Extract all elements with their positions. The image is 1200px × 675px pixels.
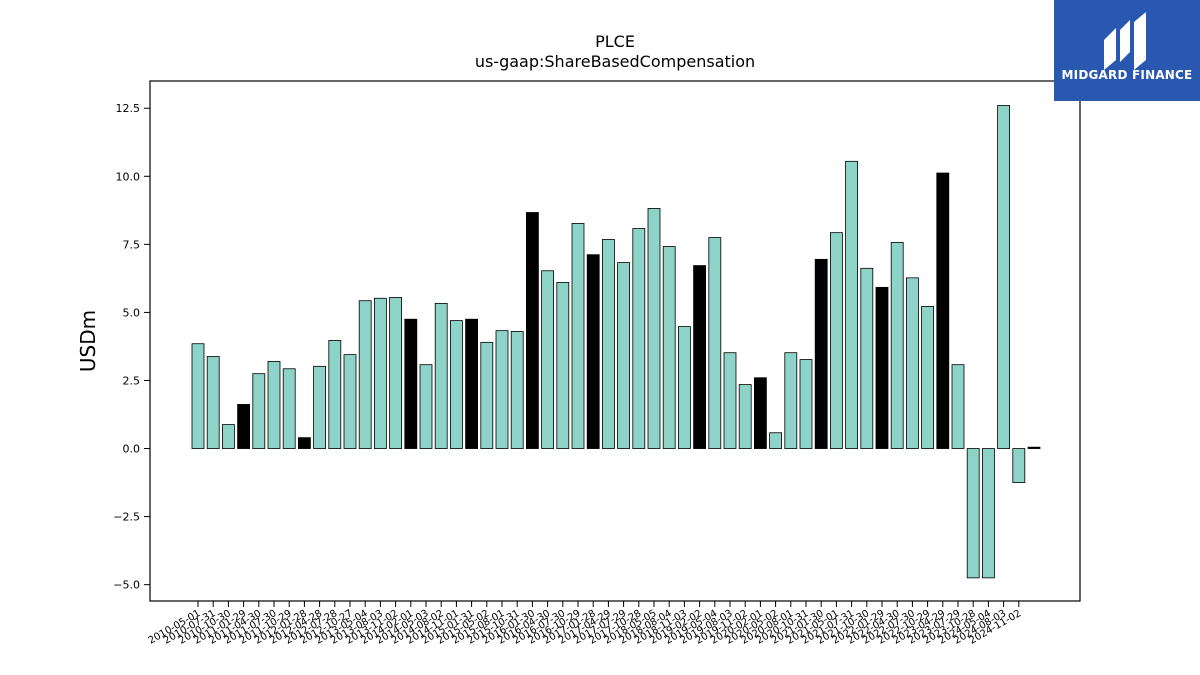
- bar: [586, 254, 600, 449]
- y-tick-label: −5.0: [113, 579, 140, 592]
- bar: [373, 297, 387, 449]
- logo-text: MIDGARD FINANCE: [1061, 68, 1193, 82]
- bar: [784, 352, 798, 449]
- y-axis: −5.0 −2.5 0.0 2.5 5.0 7.5 10.0 12.5: [113, 102, 150, 592]
- bar: [313, 365, 327, 449]
- bar: [404, 318, 418, 449]
- y-tick-label: 7.5: [123, 238, 141, 251]
- y-tick-label: 5.0: [123, 306, 141, 319]
- bar: [449, 320, 463, 449]
- bar: [252, 373, 266, 449]
- y-tick-label: 0.0: [123, 443, 141, 456]
- bar: [267, 361, 281, 449]
- bar: [297, 437, 311, 449]
- bar: [769, 432, 782, 449]
- bar: [419, 364, 433, 449]
- bar: [906, 277, 919, 449]
- bar: [510, 331, 524, 449]
- bar: [632, 228, 646, 449]
- x-axis: 2010-05-012010-07-312010-10-302011-01-29…: [147, 601, 1023, 647]
- bar: [221, 424, 235, 449]
- bar: [480, 341, 494, 449]
- bar: [556, 282, 570, 449]
- bar: [754, 377, 767, 449]
- midgard-finance-logo: MIDGARD FINANCE: [1054, 0, 1200, 101]
- bar: [921, 306, 934, 449]
- chart-title: PLCE: [595, 32, 635, 51]
- y-tick-label: 2.5: [123, 374, 141, 387]
- bar: [830, 232, 843, 449]
- bar: [799, 359, 813, 449]
- bar: [678, 326, 691, 449]
- bar: [693, 265, 706, 449]
- bars-group: [191, 105, 1041, 579]
- bar: [389, 297, 403, 449]
- bar: [1012, 448, 1026, 483]
- bar: [875, 286, 889, 449]
- bar: [814, 258, 828, 449]
- bar: [191, 343, 205, 449]
- bar: [343, 354, 357, 449]
- bar: [282, 368, 296, 449]
- bar: [617, 262, 630, 449]
- bar: [237, 404, 251, 449]
- logo-mark-icon: [1104, 12, 1146, 70]
- bar: [982, 448, 995, 579]
- bar: [206, 356, 220, 449]
- bar: [723, 352, 737, 449]
- bar: [890, 242, 904, 449]
- y-tick-label: 10.0: [116, 170, 141, 183]
- bar: [936, 172, 950, 449]
- bar: [845, 160, 858, 449]
- bar: [1027, 446, 1041, 449]
- bar: [966, 448, 980, 579]
- bar: [328, 340, 342, 449]
- bar: [526, 212, 539, 449]
- bar: [997, 105, 1010, 449]
- bar: [647, 208, 661, 449]
- bar: [495, 330, 509, 449]
- bar: [358, 300, 372, 449]
- y-tick-label: −2.5: [113, 511, 140, 524]
- bar: [434, 303, 448, 449]
- bar: [602, 239, 615, 449]
- bar: [860, 267, 874, 449]
- y-axis-label: USDm: [76, 310, 100, 372]
- plot-frame: [149, 80, 1081, 602]
- bar: [662, 246, 676, 449]
- y-tick-label: 12.5: [116, 102, 141, 115]
- bar: [738, 384, 752, 449]
- bar: [571, 222, 585, 449]
- bar: [951, 364, 965, 449]
- bar: [541, 270, 554, 449]
- chart-subtitle: us-gaap:ShareBasedCompensation: [474, 52, 756, 71]
- bar: [465, 318, 479, 449]
- bar: [708, 237, 722, 449]
